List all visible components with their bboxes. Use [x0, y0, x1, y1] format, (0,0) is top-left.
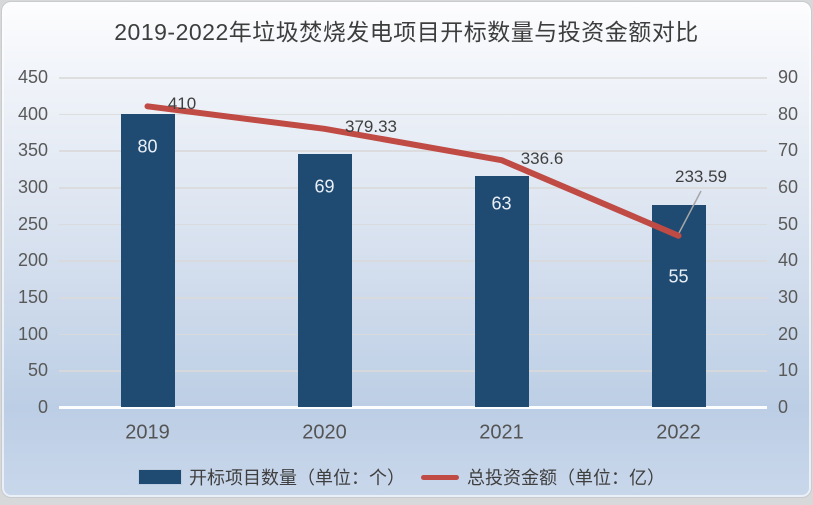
left-axis-tick-label: 300	[17, 177, 48, 197]
category-label-2020: 2020	[302, 421, 347, 444]
left-axis-tick-label: 0	[37, 397, 48, 417]
line-value-label: 379.33	[345, 117, 397, 136]
right-axis-tick-label: 90	[778, 67, 799, 87]
gridline	[59, 77, 767, 79]
right-axis-tick-label: 40	[778, 250, 799, 271]
left-axis-tick-label: 150	[17, 287, 48, 307]
line-value-label: 410	[167, 94, 197, 113]
line-value-label: 233.59	[675, 167, 727, 186]
right-axis-tick-label: 10	[778, 360, 799, 381]
left-axis-tick-label: 200	[17, 250, 48, 271]
left-axis-tick-label: 250	[17, 213, 48, 234]
bar-2022	[651, 205, 706, 407]
x-axis-line	[59, 406, 767, 409]
gridline	[59, 260, 767, 262]
category-label-2021: 2021	[479, 421, 524, 444]
bar-value-label: 55	[668, 266, 689, 287]
legend-line-label: 总投资金额（单位：亿）	[467, 468, 665, 488]
right-axis-tick-label: 50	[778, 213, 799, 234]
legend-line-swatch	[421, 474, 459, 480]
bar-value-label: 63	[491, 193, 512, 214]
category-label-2019: 2019	[125, 421, 170, 444]
right-axis-tick-label: 30	[778, 287, 799, 307]
legend: 开标项目数量（单位：个） 总投资金额（单位：亿）	[139, 465, 665, 489]
left-axis-tick-label: 400	[17, 103, 48, 124]
left-axis-tick-label: 350	[17, 140, 48, 161]
investment-line-series	[144, 103, 682, 239]
gridline	[59, 333, 767, 336]
right-axis-tick-label: 70	[778, 140, 799, 161]
legend-bar-swatch	[139, 470, 181, 484]
left-axis-tick-label: 50	[27, 360, 48, 381]
line-value-label: 336.6	[520, 149, 564, 168]
category-label-2022: 2022	[656, 421, 701, 444]
right-axis-tick-label: 60	[778, 177, 799, 197]
bar-2019	[120, 113, 175, 407]
right-axis-tick-label: 80	[778, 103, 799, 124]
right-axis-tick-label: 0	[778, 397, 789, 417]
gridline	[59, 297, 767, 299]
legend-bar-label: 开标项目数量（单位：个）	[189, 468, 405, 488]
chart-title: 2019-2022年垃圾焚烧发电项目开标数量与投资金额对比	[114, 19, 699, 45]
right-axis-tick-label: 20	[778, 323, 799, 344]
left-axis-tick-label: 100	[17, 323, 48, 344]
left-axis-tick-label: 450	[17, 67, 48, 87]
bar-value-label: 80	[137, 136, 158, 157]
bar-value-label: 69	[314, 176, 335, 197]
gridline	[59, 370, 767, 372]
